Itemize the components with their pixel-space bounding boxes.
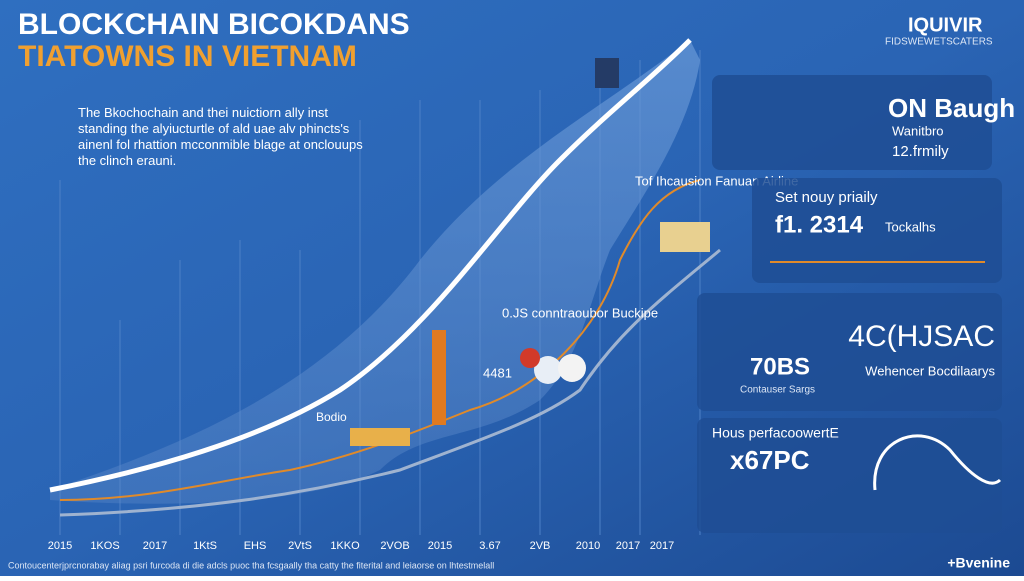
panel	[752, 178, 1002, 283]
panel-big: x67PC	[730, 445, 810, 475]
orange-line	[59, 179, 701, 501]
x-label: 2017	[143, 540, 167, 552]
title: TIATOWNS IN VIETNAM	[18, 40, 357, 73]
x-label: 2VOB	[380, 540, 409, 552]
panel	[697, 418, 1002, 533]
panel-big: f1. 2314	[775, 211, 864, 238]
panel-heading: Hous perfacoowertE	[712, 425, 839, 441]
title: BLOCKCHAIN BICOKDANS	[18, 8, 410, 41]
logo: IQUIVIR	[908, 14, 983, 36]
callout: 0.JS conntraoubor Buckipe	[502, 305, 658, 320]
main-line	[49, 38, 692, 493]
intro-box: The Bkochochain and thei nuictiorn ally …	[78, 105, 363, 168]
x-label: 2017	[650, 540, 674, 552]
panel	[697, 293, 1002, 411]
grey-line	[59, 248, 721, 517]
x-label: 3.67	[479, 540, 500, 552]
x-label: 2010	[576, 540, 600, 552]
panel-heading: Set nouy priaily	[775, 189, 878, 206]
coin	[520, 348, 540, 368]
area	[50, 40, 700, 504]
x-label: 2015	[48, 540, 72, 552]
panel-text: Tockalhs	[885, 219, 936, 234]
panel-text: 12.frmily	[892, 143, 949, 160]
x-label: 1KKO	[330, 540, 360, 552]
panel-text: Wanitbro	[892, 123, 944, 138]
train	[660, 222, 710, 252]
x-label: 2VtS	[288, 540, 312, 552]
icon	[595, 58, 619, 88]
coin	[558, 354, 586, 382]
x-label: EHS	[244, 540, 267, 552]
x-labels: 2015 1KOS 2017 1KtS EHS 2VtS 1KKO 2VOB 2015 3.67 2…	[48, 540, 674, 552]
x-label: 2VB	[530, 540, 551, 552]
arrow	[873, 434, 1002, 491]
panel-stat: 70BS	[750, 353, 810, 380]
x-label: 1KOS	[90, 540, 119, 552]
callout: Bodio	[316, 410, 347, 424]
x-label: 1KtS	[193, 540, 217, 552]
panel	[712, 75, 992, 170]
brand: +Bvenine	[947, 555, 1010, 571]
panel-big: 4C(HJSAC	[848, 320, 995, 353]
callout: 4481	[483, 365, 512, 380]
tower	[432, 330, 446, 425]
panel-text: Contauser Sargs	[740, 385, 815, 396]
x-label: 2017	[616, 540, 640, 552]
footer: Contoucenterjprcnorabay aliag psri furco…	[8, 560, 494, 570]
intro: The Bkochochain and thei nuictiorn ally …	[78, 105, 363, 168]
logo-sub: FIDSWEWETSCATERS	[885, 37, 993, 48]
coin	[534, 356, 562, 384]
panel-text: Wehencer Bocdilaarys	[865, 363, 995, 378]
box	[350, 428, 410, 446]
x-label: 2015	[428, 540, 452, 552]
panel-big: ON Baugh	[888, 93, 1015, 123]
